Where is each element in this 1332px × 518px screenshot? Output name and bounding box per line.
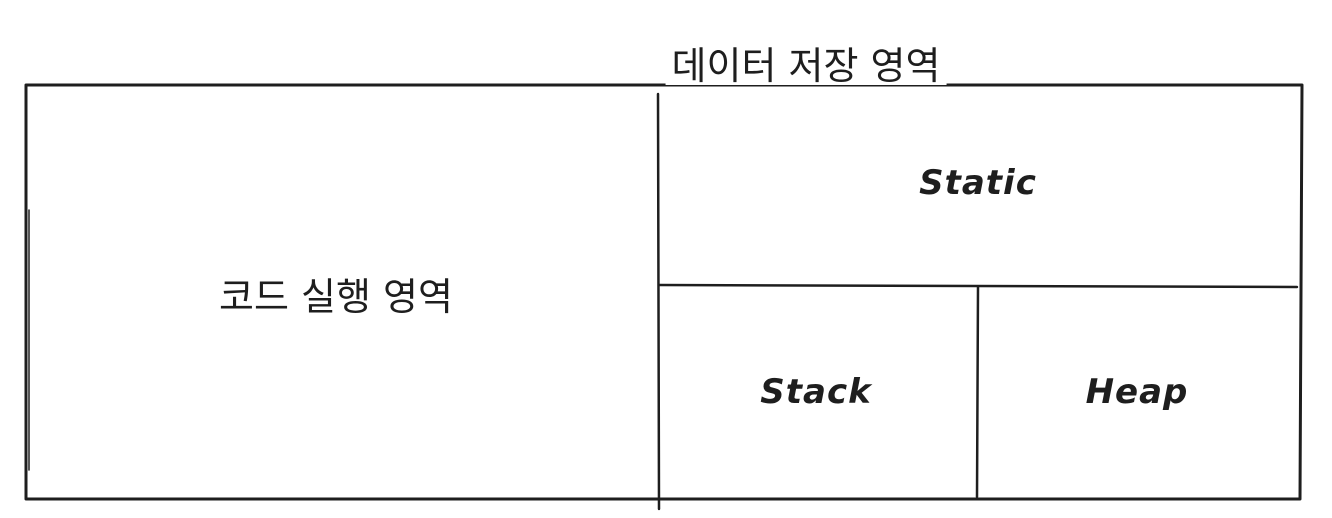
static-label: Static	[919, 163, 1037, 203]
heap-label: Heap	[1085, 372, 1189, 412]
stack-label: Stack	[760, 372, 872, 412]
code-area-label: 코드 실행 영역	[219, 275, 453, 319]
main-vertical-divider	[656, 92, 661, 511]
stack-heap-divider	[975, 285, 980, 499]
diagram-title: 데이터 저장 영역	[665, 47, 947, 85]
outer-box	[24, 83, 1304, 501]
